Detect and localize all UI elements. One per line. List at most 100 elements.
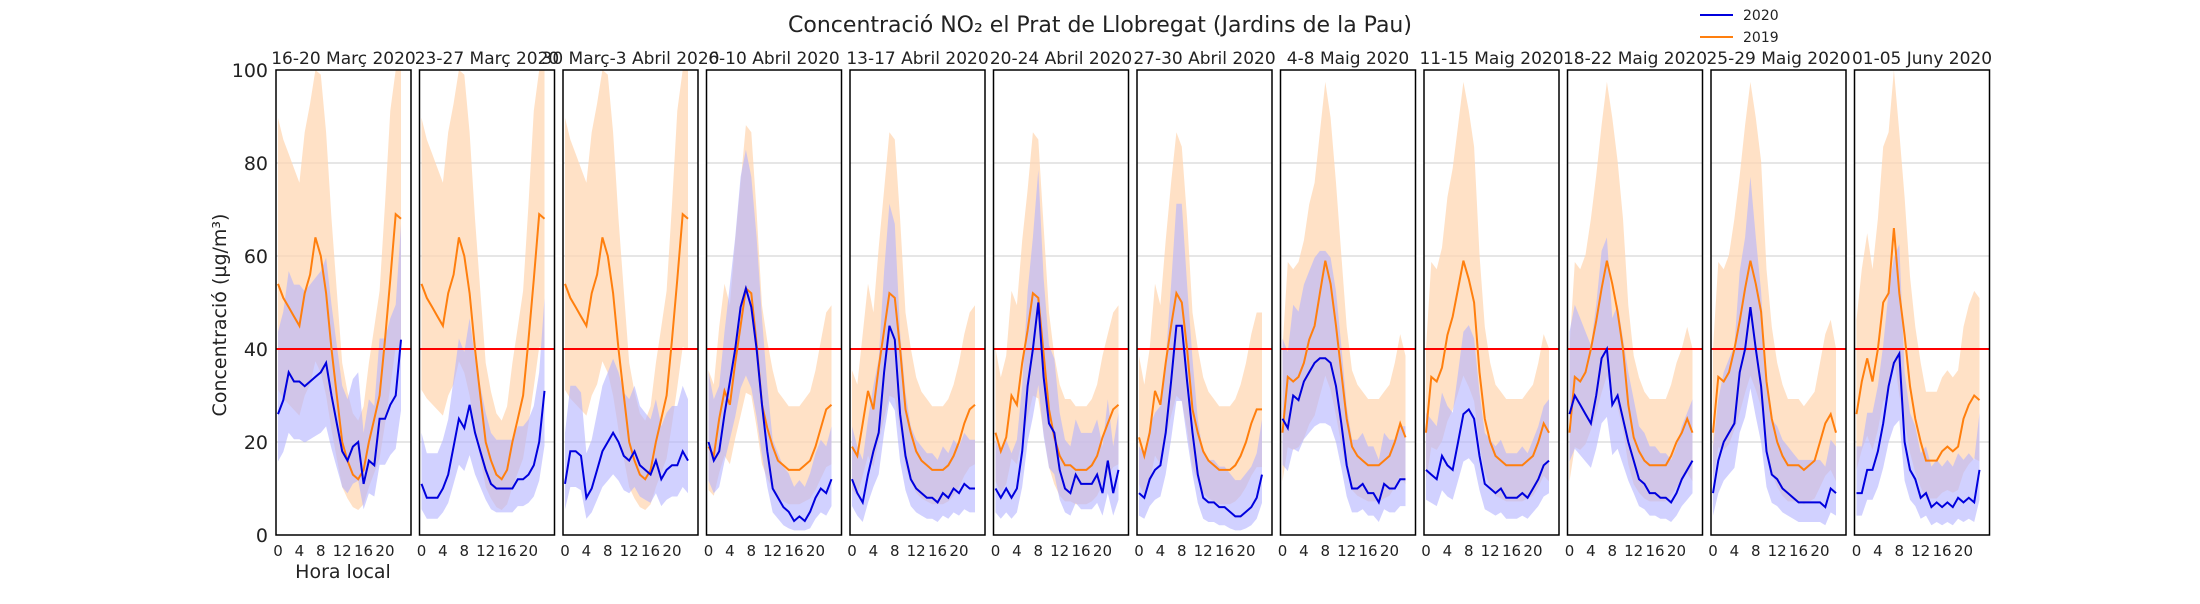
line-2020 bbox=[1568, 345, 1694, 504]
x-tick-label: 16 bbox=[1933, 542, 1952, 560]
x-tick-label: 4 bbox=[869, 542, 879, 560]
x-tick-label: 8 bbox=[316, 542, 326, 560]
panel-title: 6-10 Abril 2020 bbox=[708, 49, 840, 69]
x-axis-label: Hora local bbox=[295, 561, 391, 583]
band-2020 bbox=[1856, 244, 1980, 526]
line-2020 bbox=[1425, 407, 1550, 500]
x-tick-label: 4 bbox=[295, 542, 305, 560]
line-2020 bbox=[277, 339, 402, 485]
x-tick-label: 4 bbox=[1443, 542, 1453, 560]
band-2020 bbox=[1426, 325, 1549, 519]
band-2020 bbox=[1569, 237, 1693, 522]
panel-frame bbox=[1566, 69, 1704, 536]
x-tick-label: 4 bbox=[1299, 542, 1309, 560]
x-tick-label: 8 bbox=[1608, 542, 1618, 560]
x-tick-label: 20 bbox=[1236, 542, 1255, 560]
x-tick-label: 0 bbox=[991, 542, 1001, 560]
x-tick-label: 0 bbox=[1852, 542, 1862, 560]
panel-9: 11-15 Maig 2020 0 4 8 12 16 20 bbox=[1419, 49, 1563, 560]
panel-5: 13-17 Abril 2020 0 4 8 12 16 20 bbox=[846, 49, 988, 560]
panel-title: 30 Març-3 Abril 2020 bbox=[542, 49, 720, 69]
x-tick-label: 0 bbox=[847, 542, 857, 560]
chart-title: Concentració NO₂ el Prat de Llobregat (J… bbox=[788, 13, 1412, 38]
panel-frame bbox=[1423, 69, 1560, 536]
line-2019 bbox=[420, 212, 546, 481]
panel-4: 6-10 Abril 2020 0 4 8 12 16 20 bbox=[704, 49, 843, 560]
line-2019 bbox=[851, 291, 976, 471]
x-tick-label: 4 bbox=[438, 542, 448, 560]
band-2020 bbox=[1139, 203, 1262, 531]
x-tick-label: 8 bbox=[1321, 542, 1331, 560]
line-2020 bbox=[420, 390, 546, 499]
panel-11: 25-29 Maig 2020 0 4 8 12 16 20 bbox=[1706, 49, 1850, 560]
line-2020 bbox=[1281, 357, 1406, 505]
panel-title: 20-24 Abril 2020 bbox=[990, 49, 1132, 69]
x-tick-label: 16 bbox=[928, 542, 947, 560]
x-tick-label: 0 bbox=[1708, 542, 1718, 560]
x-tick-label: 8 bbox=[1177, 542, 1187, 560]
y-tick-label: 100 bbox=[232, 60, 268, 82]
x-tick-label: 0 bbox=[1278, 542, 1288, 560]
x-tick-label: 8 bbox=[603, 542, 613, 560]
x-tick-label: 12 bbox=[333, 542, 352, 560]
x-tick-label: 12 bbox=[1337, 542, 1356, 560]
band-2019 bbox=[565, 70, 688, 510]
x-tick-label: 20 bbox=[1523, 542, 1542, 560]
legend-label-2020: 2020 bbox=[1743, 8, 1779, 24]
x-tick-label: 12 bbox=[1194, 542, 1213, 560]
panel-7: 27-30 Abril 2020 0 4 8 12 16 20 bbox=[1133, 49, 1275, 560]
line-2019 bbox=[707, 286, 833, 471]
x-tick-label: 12 bbox=[1481, 542, 1500, 560]
line-2020 bbox=[1856, 350, 1981, 509]
x-tick-label: 20 bbox=[1380, 542, 1399, 560]
x-tick-label: 4 bbox=[1156, 542, 1166, 560]
x-tick-label: 20 bbox=[375, 542, 394, 560]
x-tick-label: 8 bbox=[1895, 542, 1905, 560]
x-tick-label: 20 bbox=[949, 542, 968, 560]
y-tick-label: 60 bbox=[244, 246, 268, 268]
x-tick-label: 20 bbox=[1093, 542, 1112, 560]
x-tick-label: 12 bbox=[1050, 542, 1069, 560]
x-tick-label: 16 bbox=[1072, 542, 1091, 560]
x-tick-label: 8 bbox=[1464, 542, 1474, 560]
line-2020 bbox=[994, 302, 1120, 500]
band-2020 bbox=[852, 203, 975, 522]
panel-frame bbox=[705, 69, 843, 536]
panel-title: 16-20 Març 2020 bbox=[271, 49, 416, 69]
panel-12: 01-05 Juny 2020 0 4 8 12 16 20 bbox=[1852, 49, 1992, 560]
band-2019 bbox=[1713, 81, 1836, 505]
x-tick-label: 12 bbox=[1768, 542, 1787, 560]
x-tick-label: 0 bbox=[417, 542, 427, 560]
y-tick-label: 80 bbox=[244, 153, 268, 175]
x-tick-label: 4 bbox=[1586, 542, 1596, 560]
line-2019 bbox=[1425, 260, 1550, 467]
x-tick-label: 16 bbox=[785, 542, 804, 560]
panel-frame bbox=[1710, 69, 1847, 536]
panel-frame bbox=[1853, 69, 1991, 536]
x-tick-label: 0 bbox=[704, 542, 714, 560]
line-2019 bbox=[277, 212, 402, 481]
x-tick-label: 4 bbox=[582, 542, 592, 560]
x-tick-label: 0 bbox=[1565, 542, 1575, 560]
panel-frame bbox=[562, 69, 699, 536]
panel-2: 23-27 Març 2020 0 4 8 12 16 20 bbox=[415, 49, 560, 560]
x-tick-label: 0 bbox=[273, 542, 283, 560]
x-tick-label: 16 bbox=[1646, 542, 1665, 560]
line-2019 bbox=[1568, 260, 1694, 467]
panel-frame bbox=[1136, 69, 1273, 536]
x-tick-label: 8 bbox=[460, 542, 470, 560]
line-2020 bbox=[1138, 324, 1263, 518]
x-tick-label: 0 bbox=[1134, 542, 1144, 560]
panel-title: 13-17 Abril 2020 bbox=[846, 49, 988, 69]
x-tick-label: 8 bbox=[1034, 542, 1044, 560]
band-2020 bbox=[1282, 250, 1406, 522]
x-tick-label: 16 bbox=[498, 542, 517, 560]
panel-frame bbox=[992, 69, 1130, 536]
x-tick-label: 12 bbox=[1911, 542, 1930, 560]
band-2020 bbox=[708, 149, 832, 531]
x-tick-label: 20 bbox=[519, 542, 538, 560]
x-tick-label: 12 bbox=[763, 542, 782, 560]
